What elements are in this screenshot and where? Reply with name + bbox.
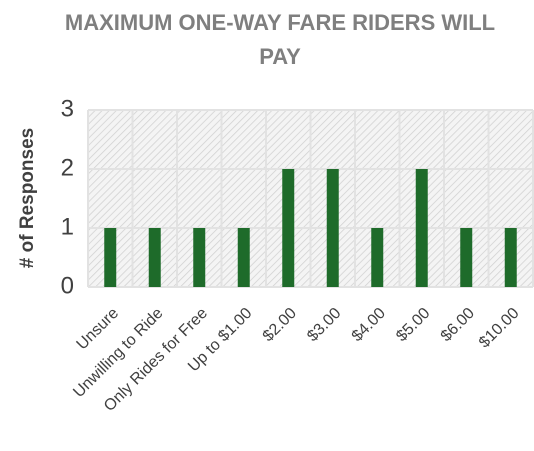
- x-tick-label: $6.00: [438, 305, 478, 345]
- y-tick-label: 2: [61, 154, 74, 181]
- x-tick-label: $10.00: [476, 305, 523, 352]
- bar: [282, 169, 295, 287]
- bar: [371, 228, 384, 287]
- bar: [415, 169, 428, 287]
- chart-title: MAXIMUM ONE-WAY FARE RIDERS WILL PAY: [64, 10, 496, 69]
- bar: [148, 228, 161, 287]
- bar: [326, 169, 339, 287]
- bar: [504, 228, 517, 287]
- x-tick-label: $2.00: [260, 305, 300, 345]
- x-tick-label: $3.00: [304, 305, 344, 345]
- bar: [104, 228, 117, 287]
- x-tick-label: $4.00: [349, 305, 389, 345]
- bar: [237, 228, 250, 287]
- bar: [460, 228, 473, 287]
- y-tick-label: 0: [61, 272, 74, 299]
- y-tick-label: 3: [61, 95, 74, 122]
- y-tick-label: 1: [61, 213, 74, 240]
- x-tick-label: $5.00: [393, 305, 433, 345]
- bar: [193, 228, 206, 287]
- y-axis-label: # of Responses: [17, 128, 38, 268]
